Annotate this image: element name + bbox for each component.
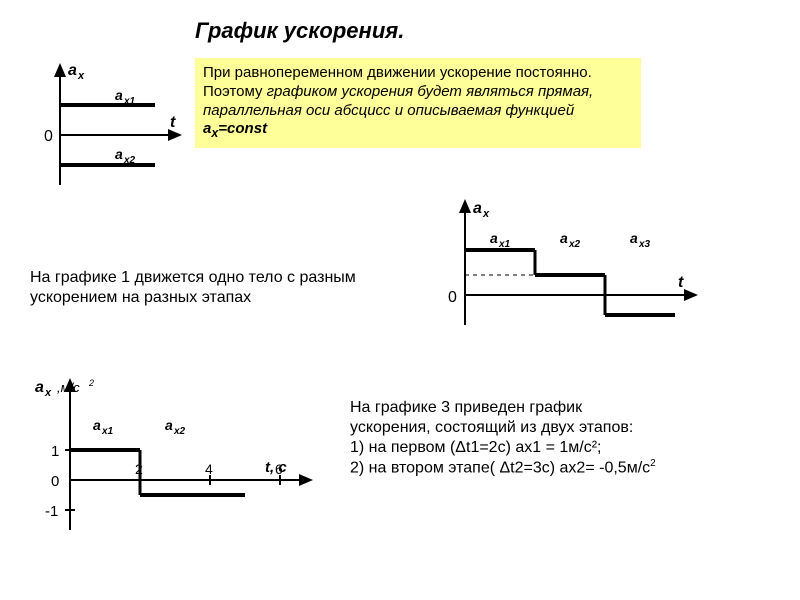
svg-text:x2: x2 [173,426,186,437]
svg-text:a: a [630,230,638,246]
title-text: График ускорения. [195,18,404,43]
svg-text:0: 0 [44,128,53,145]
svg-text:0: 0 [51,473,59,490]
svg-text:2: 2 [135,461,143,477]
svg-text:t: t [678,274,684,291]
svg-text:1: 1 [51,443,59,460]
caption3a: На графике 3 приведен график [350,399,582,416]
svg-text:0: 0 [448,289,457,306]
svg-text:a: a [68,62,77,79]
svg-text:a: a [473,200,482,217]
caption1b: ускорением на разных этапах [30,289,251,306]
info-line2d: =const [218,120,267,137]
svg-text:a: a [115,87,123,103]
svg-text:4: 4 [205,461,213,477]
caption1a: На графике 1 движется одно тело с разным [30,269,356,286]
svg-text:x2: x2 [123,155,136,166]
svg-text:a: a [560,230,568,246]
caption3b: ускорения, состоящий из двух этапов: [350,419,633,436]
svg-text:2: 2 [88,378,94,388]
svg-text:,м/с: ,м/с [57,380,80,395]
svg-text:x1: x1 [101,426,114,437]
svg-text:x1: x1 [498,239,511,250]
svg-text:x: x [77,70,85,82]
caption3d-sup: 2 [650,458,656,469]
chart2: a x t 0 a x1 a x2 a x3 [420,195,710,340]
svg-text:x: x [44,387,52,399]
chart1: a x t 0 a x1 a x2 [20,55,190,205]
svg-text:-1: -1 [45,503,58,520]
caption3: На графике 3 приведен график ускорения, … [350,398,770,478]
svg-text:6: 6 [275,461,283,477]
svg-text:x3: x3 [638,239,651,250]
info-line1: При равнопеременном движении ускорение п… [203,64,592,81]
page-title: График ускорения. [195,18,404,44]
svg-text:a: a [93,417,101,433]
svg-text:a: a [35,379,44,396]
caption1: На графике 1 движется одно тело с разным… [30,268,360,308]
svg-text:a: a [165,417,173,433]
svg-text:x1: x1 [123,96,136,107]
info-line2a: Поэтому [203,83,267,100]
svg-text:x: x [482,208,490,220]
chart3: a x ,м/с 2 t, с 0 1 -1 2 4 6 a x1 a x2 [15,370,325,550]
info-box: При равнопеременном движении ускорение п… [195,58,641,148]
caption3c: 1) на первом (Δt1=2с) ах1 = 1м/с²; [350,439,602,456]
svg-text:a: a [490,230,498,246]
svg-text:x2: x2 [568,239,581,250]
svg-text:a: a [115,146,123,162]
svg-text:t: t [170,114,176,131]
caption3d: 2) на втором этапе( Δt2=3с) ах2= -0,5м/с [350,459,650,476]
